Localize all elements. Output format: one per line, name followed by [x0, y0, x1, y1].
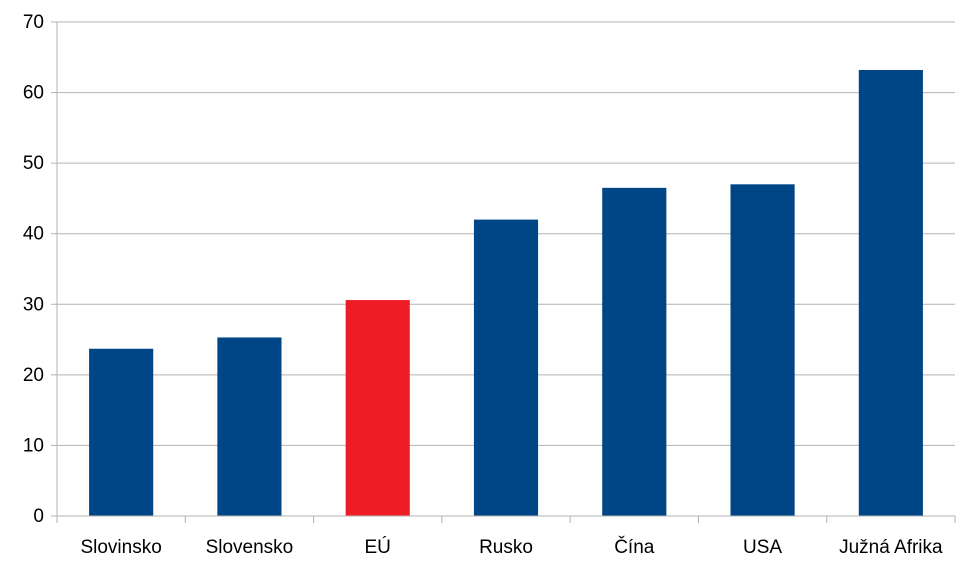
- x-tick-label: EÚ: [365, 536, 391, 558]
- bar: [730, 184, 795, 517]
- y-tick-label: 30: [23, 294, 44, 315]
- y-tick-label: 60: [23, 83, 44, 104]
- y-tick-label: 10: [23, 435, 44, 456]
- x-tick-label: Rusko: [479, 537, 533, 558]
- bar: [345, 300, 410, 516]
- x-tick-label: Slovensko: [206, 537, 294, 558]
- y-tick-label: 0: [33, 506, 44, 527]
- bar: [473, 219, 539, 516]
- bar: [602, 187, 667, 517]
- y-tick-label: 50: [23, 153, 44, 174]
- bar: [217, 337, 282, 516]
- axes: [51, 21, 956, 523]
- bar: [858, 69, 923, 516]
- x-tick-labels: Slovinsko Slovensko EÚ Rusko Čína USA Južná Af…: [80, 536, 943, 558]
- y-tick-label: 40: [23, 224, 44, 245]
- y-tick-label: 20: [23, 365, 44, 386]
- x-tick-label: USA: [743, 537, 782, 558]
- x-tick-label: Čína: [614, 536, 655, 558]
- x-tick-label: Slovinsko: [80, 537, 161, 558]
- bars: [89, 69, 923, 517]
- bar: [89, 348, 154, 516]
- x-tick-label: Južná Afrika: [839, 537, 943, 558]
- y-tick-label: 70: [23, 12, 44, 33]
- y-tick-labels: 0 10 20 30 40 50 60 70: [23, 12, 44, 527]
